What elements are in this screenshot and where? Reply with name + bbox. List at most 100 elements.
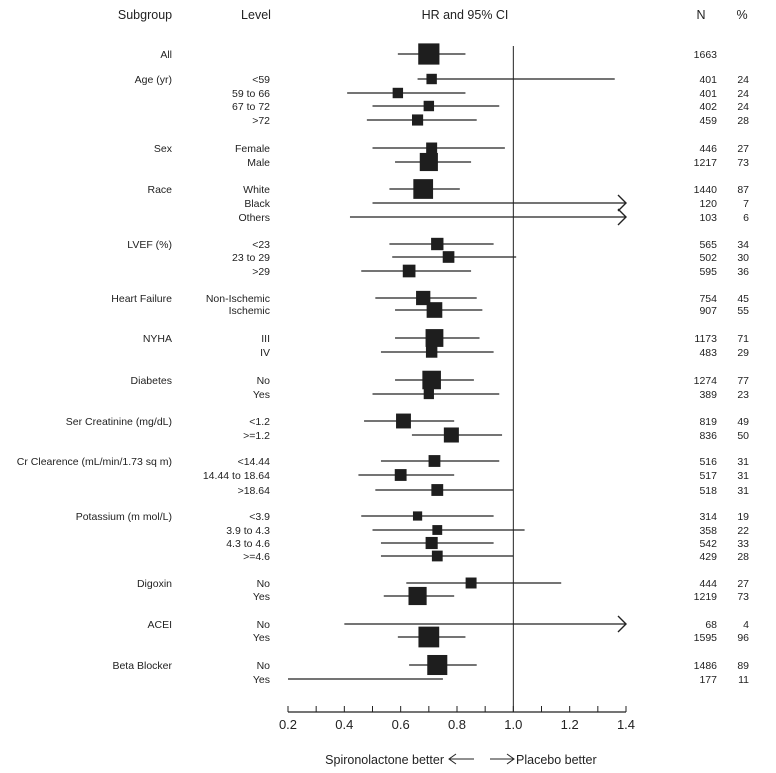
pct-value: 77 xyxy=(737,375,749,387)
footer-spironolactone-better: Spironolactone better xyxy=(325,753,444,767)
n-value: 120 xyxy=(699,198,717,210)
level-label: No xyxy=(257,578,271,590)
subgroup-label: Potassium (m mol/L) xyxy=(76,511,172,523)
pct-value: 45 xyxy=(737,293,749,305)
pct-value: 49 xyxy=(737,416,749,428)
n-value: 502 xyxy=(699,252,717,264)
level-label: Non-Ischemic xyxy=(206,293,270,305)
hr-point xyxy=(425,536,438,550)
ci-arrow xyxy=(617,615,627,633)
pct-value: 73 xyxy=(737,157,749,169)
level-label: <59 xyxy=(252,74,270,86)
hr-point xyxy=(426,302,443,318)
pct-value: 71 xyxy=(737,333,749,345)
hr-point xyxy=(416,290,431,306)
level-label: <14.44 xyxy=(238,456,271,468)
pct-value: 33 xyxy=(737,538,749,550)
hr-point xyxy=(418,626,440,648)
n-value: 516 xyxy=(699,456,717,468)
n-value: 836 xyxy=(699,430,717,442)
hr-point xyxy=(423,100,435,112)
header-hr-ci: HR and 95% CI xyxy=(422,8,509,22)
pct-value: 31 xyxy=(737,485,749,497)
level-label: Female xyxy=(235,143,270,155)
pct-value: 27 xyxy=(737,143,749,155)
header-level: Level xyxy=(241,8,271,22)
n-value: 907 xyxy=(699,305,717,317)
n-value: 401 xyxy=(699,88,717,100)
pct-value: 4 xyxy=(743,619,749,631)
subgroup-label: Cr Clearence (mL/min/1.73 sq m) xyxy=(17,456,172,468)
n-value: 314 xyxy=(699,511,717,523)
footer-placebo-better: Placebo better xyxy=(516,753,597,767)
forest-rows: All 1663 Age (yr) <59 401 24 59 to 66 401 24 67 t… xyxy=(17,43,749,712)
pct-value: 34 xyxy=(737,239,749,251)
pct-value: 29 xyxy=(737,347,749,359)
left-arrow-icon xyxy=(448,753,474,765)
subgroup-label: Age (yr) xyxy=(135,74,172,86)
level-label: <23 xyxy=(252,239,270,251)
hr-point xyxy=(402,264,416,278)
hr-point xyxy=(396,413,411,429)
pct-value: 7 xyxy=(743,198,749,210)
level-label: Ischemic xyxy=(229,305,270,317)
n-value: 1173 xyxy=(694,333,717,345)
pct-value: 28 xyxy=(737,115,749,127)
n-value: 389 xyxy=(699,389,717,401)
level-label: 67 to 72 xyxy=(232,101,270,113)
subgroup-label: Sex xyxy=(154,143,173,155)
ci-arrow xyxy=(617,194,627,212)
pct-value: 96 xyxy=(737,632,749,644)
n-value: 483 xyxy=(699,347,717,359)
level-label: >=1.2 xyxy=(243,430,270,442)
subgroup-label: Beta Blocker xyxy=(112,660,172,672)
pct-value: 89 xyxy=(737,660,749,672)
pct-value: 23 xyxy=(737,389,749,401)
level-label: <1.2 xyxy=(249,416,270,428)
pct-value: 87 xyxy=(737,184,749,196)
n-value: 1440 xyxy=(694,184,718,196)
n-value: 754 xyxy=(699,293,717,305)
n-value: 103 xyxy=(699,212,717,224)
header-n: N xyxy=(696,8,705,22)
n-value: 429 xyxy=(699,551,717,563)
pct-value: 24 xyxy=(737,101,749,113)
subgroup-label: NYHA xyxy=(143,333,172,345)
subgroup-label: Race xyxy=(147,184,172,196)
hr-point xyxy=(442,251,455,263)
hr-point xyxy=(431,550,443,562)
n-value: 595 xyxy=(699,266,717,278)
level-label: IV xyxy=(260,347,270,359)
level-label: No xyxy=(257,619,271,631)
n-value: 1663 xyxy=(694,49,718,61)
subgroup-label: Heart Failure xyxy=(111,293,172,305)
hr-point xyxy=(425,329,444,347)
subgroup-label: Diabetes xyxy=(131,375,172,387)
x-tick-label: 1.0 xyxy=(504,717,522,732)
ci-arrow xyxy=(617,208,627,226)
pct-value: 30 xyxy=(737,252,749,264)
pct-value: 11 xyxy=(738,674,749,686)
hr-point xyxy=(418,43,440,65)
level-label: Yes xyxy=(253,591,270,603)
right-arrow-icon xyxy=(490,753,515,765)
subgroup-label: ACEI xyxy=(147,619,172,631)
hr-point xyxy=(425,346,438,358)
level-label: Black xyxy=(244,198,270,210)
hr-point xyxy=(426,73,437,85)
hr-point xyxy=(419,152,438,172)
pct-value: 50 xyxy=(737,430,749,442)
subgroup-label: LVEF (%) xyxy=(127,239,172,251)
level-label: 23 to 29 xyxy=(232,252,270,264)
pct-value: 31 xyxy=(737,470,749,482)
level-label: >29 xyxy=(252,266,270,278)
subgroup-label: Ser Creatinine (mg/dL) xyxy=(66,416,172,428)
hr-point xyxy=(431,237,444,251)
x-tick-label: 0.4 xyxy=(335,717,353,732)
level-label: 14.44 to 18.64 xyxy=(203,470,270,482)
pct-value: 55 xyxy=(737,305,749,317)
x-tick-label: 0.8 xyxy=(448,717,466,732)
hr-point xyxy=(428,455,441,467)
level-label: Others xyxy=(238,212,270,224)
